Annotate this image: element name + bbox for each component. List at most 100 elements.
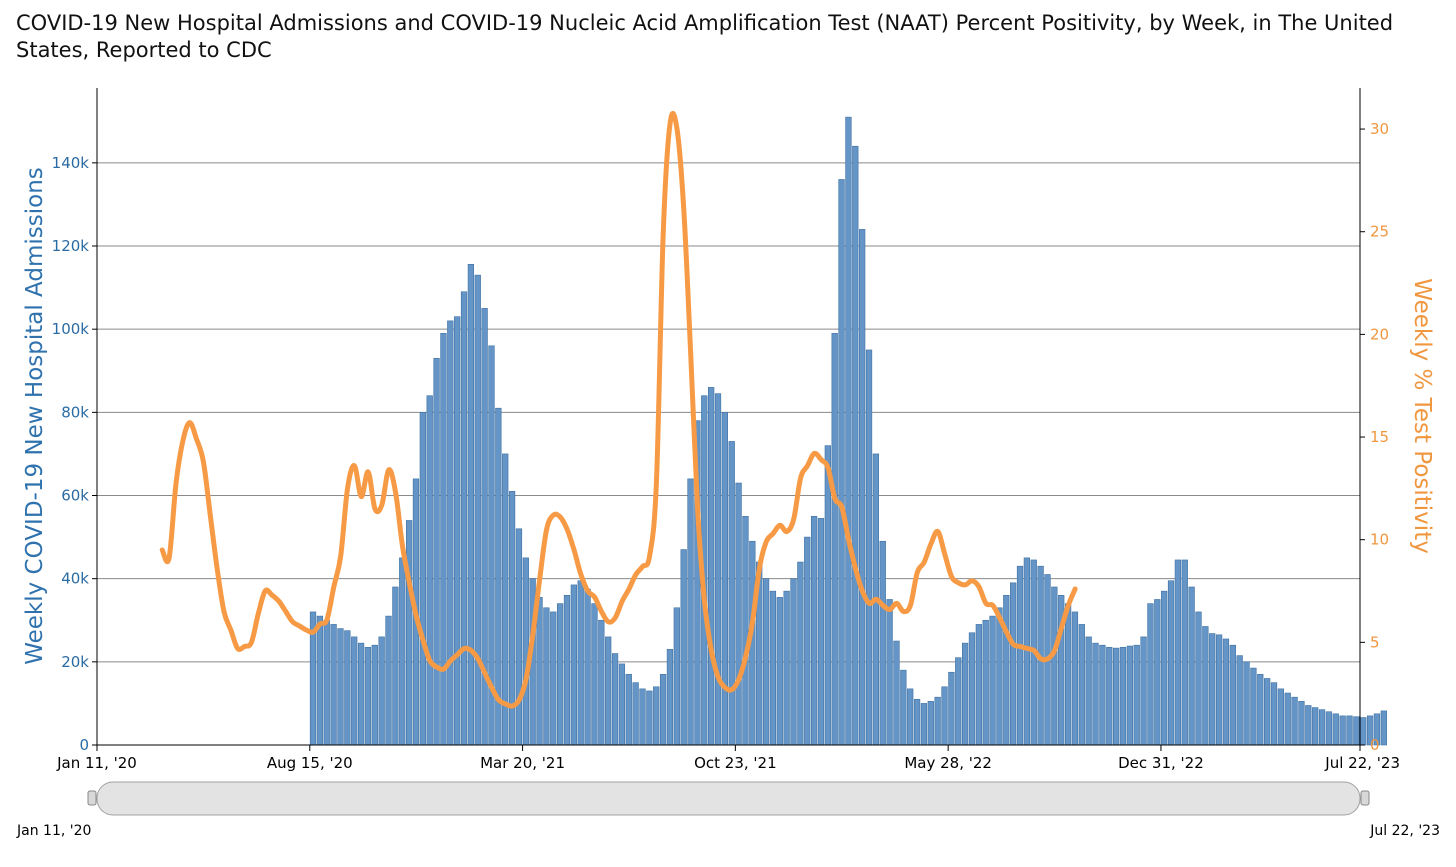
admissions-bar [783,590,790,746]
admissions-bar [714,393,722,746]
admissions-bar [1085,636,1092,746]
admissions-bar [440,333,447,746]
admissions-bar [824,445,831,746]
left-tick-label: 140k [52,154,90,172]
admissions-bar [1051,586,1058,746]
admissions-bar [550,611,557,746]
admissions-bar [515,528,523,746]
admissions-bar [1229,644,1236,746]
right-tick-label: 15 [1370,428,1389,446]
admissions-bar [1291,696,1298,746]
admissions-bar [831,333,838,746]
navigator-right-handle[interactable] [1360,790,1370,806]
admissions-bar [941,686,948,746]
admissions-bar [625,674,632,746]
admissions-bar [474,274,481,746]
admissions-bar [982,619,989,746]
admissions-bar [1305,705,1312,746]
chart-title: COVID-19 New Hospital Admissions and COV… [16,11,1394,62]
admissions-bar [776,597,783,746]
admissions-bar [1154,599,1161,746]
admissions-bar [1099,644,1106,746]
admissions-bar [790,578,797,746]
right-tick-label: 25 [1370,223,1389,241]
admissions-bar [680,549,687,746]
x-tick-label: Jul 22, '23 [1324,754,1400,772]
admissions-bar [968,632,976,746]
admissions-bar [570,584,577,746]
admissions-bar [920,703,928,746]
admissions-bar [927,701,934,746]
right-tick-label: 10 [1370,531,1389,549]
admissions-bar [1373,713,1381,746]
admissions-bar [1346,715,1353,746]
admissions-bar [1126,645,1133,746]
admissions-bar [1010,582,1017,746]
admissions-bar [316,615,324,746]
admissions-bar [845,116,852,746]
admissions-bar [1298,701,1305,746]
admissions-bar [632,682,639,746]
left-tick-label: 60k [61,487,89,505]
x-tick-label: Dec 31, '22 [1118,754,1204,772]
admissions-bar [735,482,742,746]
admissions-bar [804,536,811,746]
x-tick-label: Mar 20, '21 [480,754,565,772]
admissions-bar [955,657,962,746]
admissions-bar [1222,638,1230,746]
admissions-bar [1312,707,1319,746]
admissions-bar [1202,626,1209,746]
navigator-range[interactable] [96,781,1361,816]
admissions-bar [1277,688,1284,746]
admissions-bar [1071,611,1079,746]
admissions-bar [598,619,605,746]
admissions-bar [879,540,886,746]
admissions-bar [591,603,598,746]
tick-labels: 0 20k 40k 60k 80k 100k 120k 140k 0 5 10 15 20 25 30 Jan… [52,120,1400,772]
navigator[interactable] [87,781,1370,816]
x-tick-label: May 28, '22 [904,754,992,772]
admissions-bar [1161,590,1168,746]
admissions-bar [810,515,818,746]
admissions-bar [1236,655,1243,746]
admissions-bar [1284,692,1291,746]
right-tick-label: 0 [1370,736,1380,754]
gridlines [97,162,1360,663]
admissions-bar [556,603,564,746]
admissions-bar [653,686,660,746]
admissions-bar [852,145,859,746]
admissions-bar [1092,642,1099,746]
admissions-bar [618,663,626,746]
admissions-bar [447,320,454,746]
admissions-bar [1250,667,1257,746]
right-axis-title: Weekly % Test Positivity [1409,278,1435,554]
admissions-bar [893,640,900,746]
x-tick-label: Jan 11, '20 [56,754,137,772]
admissions-bar [1339,715,1346,746]
admissions-bar [543,607,550,746]
admissions-bar [1106,646,1113,746]
admissions-bar [460,291,468,746]
admissions-bar [659,674,667,746]
admissions-bar [934,696,941,746]
admissions-bar [357,642,365,746]
admissions-bar [1243,661,1250,746]
right-tick-label: 30 [1370,120,1389,138]
admissions-bar [584,588,591,746]
admissions-bar [687,478,694,746]
admissions-bar [975,624,982,746]
admissions-bar [1023,557,1031,746]
admissions-bar [536,597,543,746]
navigator-left-handle[interactable] [87,790,97,806]
x-tick-label: Aug 15, '20 [267,754,353,772]
admissions-bar [364,646,372,746]
admissions-bar [1366,715,1374,746]
admissions-bar [721,412,729,746]
admissions-bar [1174,559,1182,746]
admissions-bar [673,607,680,746]
admissions-bar [1257,674,1264,746]
navigator-start-label: Jan 11, '20 [17,823,92,839]
admissions-bar [1133,644,1140,746]
admissions-bar [399,557,406,746]
